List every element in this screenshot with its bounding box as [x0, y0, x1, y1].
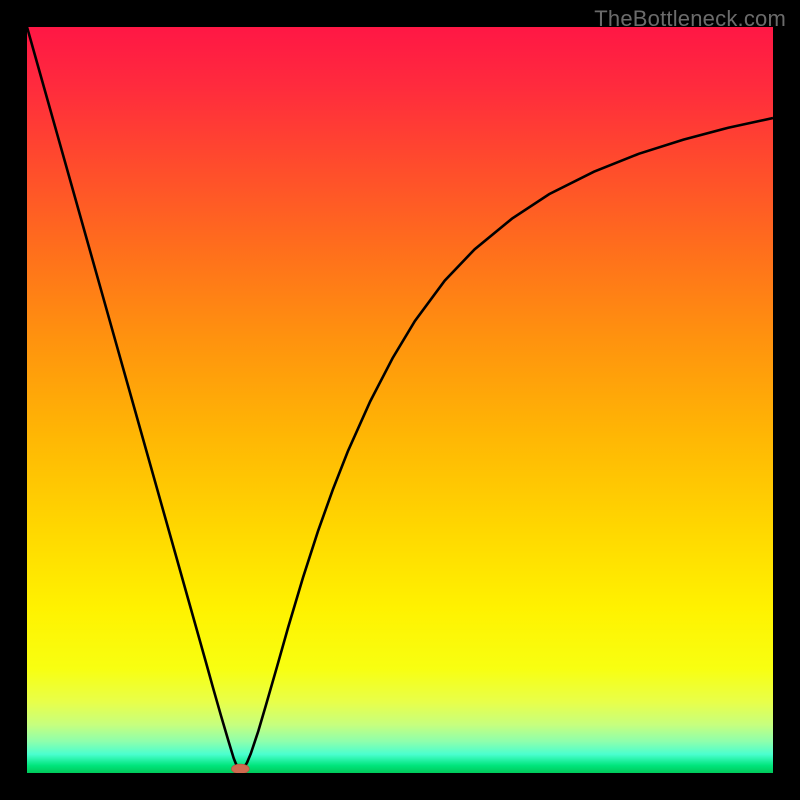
- watermark-text: TheBottleneck.com: [594, 6, 786, 32]
- minimum-marker: [231, 764, 249, 773]
- curve-layer: [27, 27, 773, 773]
- plot-frame: [27, 27, 773, 773]
- bottleneck-curve: [27, 27, 773, 769]
- plot-area: [27, 27, 773, 773]
